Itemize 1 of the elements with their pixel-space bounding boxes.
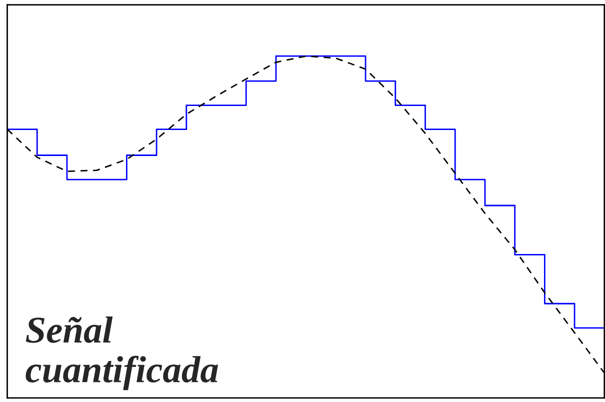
annotation: Señal cuantificada: [26, 316, 218, 390]
